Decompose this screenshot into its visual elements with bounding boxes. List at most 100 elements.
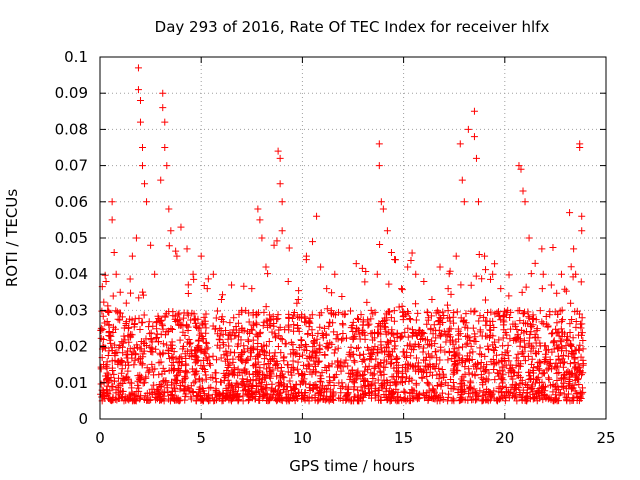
data-point <box>216 332 224 340</box>
data-point <box>135 355 143 363</box>
data-point <box>277 349 285 357</box>
data-point <box>424 379 432 387</box>
data-point <box>258 234 266 242</box>
data-point <box>195 388 203 396</box>
data-point <box>449 395 457 403</box>
data-point <box>156 396 164 404</box>
data-point <box>274 315 282 323</box>
data-point <box>116 316 124 324</box>
data-point <box>140 347 148 355</box>
data-point <box>124 358 132 366</box>
data-point <box>312 352 320 360</box>
data-point <box>201 350 209 358</box>
data-point <box>314 384 322 392</box>
x-tick-label: 25 <box>596 429 615 447</box>
data-point <box>404 395 412 403</box>
data-point <box>356 351 364 359</box>
data-point <box>322 385 330 393</box>
data-point <box>482 366 490 374</box>
data-point <box>230 332 238 340</box>
data-point <box>371 343 379 351</box>
data-point <box>577 353 585 361</box>
data-point <box>377 344 385 352</box>
data-point <box>305 323 313 331</box>
data-point <box>378 380 386 388</box>
data-point <box>118 338 126 346</box>
data-point <box>472 272 480 280</box>
data-point <box>327 386 335 394</box>
data-point <box>226 360 234 368</box>
data-point <box>127 333 135 341</box>
data-point <box>273 396 281 404</box>
data-point <box>525 313 533 321</box>
data-point <box>301 371 309 379</box>
data-point <box>194 337 202 345</box>
data-point <box>453 308 461 316</box>
data-point <box>317 389 325 397</box>
data-point <box>200 281 208 289</box>
data-point <box>264 270 272 278</box>
data-point <box>262 303 270 311</box>
data-point <box>285 394 293 402</box>
data-point <box>569 273 577 281</box>
data-point <box>145 367 153 375</box>
data-point <box>495 383 503 391</box>
x-axis-label: GPS time / hours <box>289 457 415 475</box>
data-point <box>478 275 486 283</box>
data-point <box>279 373 287 381</box>
data-point <box>471 333 479 341</box>
data-point <box>470 362 478 370</box>
data-point <box>262 263 270 271</box>
data-point <box>407 257 415 265</box>
data-point <box>519 348 527 356</box>
data-point <box>383 343 391 351</box>
y-tick-label: 0.09 <box>55 84 88 102</box>
data-point <box>168 338 176 346</box>
data-point <box>165 327 173 335</box>
data-point <box>254 340 262 348</box>
data-point <box>414 309 422 317</box>
data-point <box>404 263 412 271</box>
data-point <box>399 348 407 356</box>
data-point <box>350 383 358 391</box>
data-point <box>404 324 412 332</box>
data-point <box>552 325 560 333</box>
data-point <box>579 369 587 377</box>
data-point <box>174 358 182 366</box>
data-point <box>111 325 119 333</box>
data-point <box>104 371 112 379</box>
data-point <box>131 320 139 328</box>
data-point <box>536 342 544 350</box>
data-point <box>129 348 137 356</box>
data-point <box>534 388 542 396</box>
data-point <box>155 390 163 398</box>
data-point <box>423 320 431 328</box>
data-point <box>503 331 511 339</box>
data-point <box>285 310 293 318</box>
data-point <box>200 362 208 370</box>
data-point <box>408 326 416 334</box>
data-point <box>282 388 290 396</box>
data-point <box>302 341 310 349</box>
data-point <box>171 375 179 383</box>
data-point <box>528 342 536 350</box>
data-point <box>458 379 466 387</box>
data-point <box>330 328 338 336</box>
data-point <box>228 393 236 401</box>
data-point <box>575 346 583 354</box>
data-point <box>387 359 395 367</box>
data-point <box>363 298 371 306</box>
data-point <box>183 245 191 253</box>
data-point <box>147 241 155 249</box>
data-point <box>182 374 190 382</box>
data-point <box>444 307 452 315</box>
data-point <box>390 373 398 381</box>
data-point <box>531 394 539 402</box>
data-point <box>97 380 105 388</box>
data-point <box>176 336 184 344</box>
data-point <box>278 336 286 344</box>
data-point <box>99 336 107 344</box>
data-point <box>122 351 130 359</box>
data-point <box>531 259 539 267</box>
data-point <box>328 289 336 297</box>
